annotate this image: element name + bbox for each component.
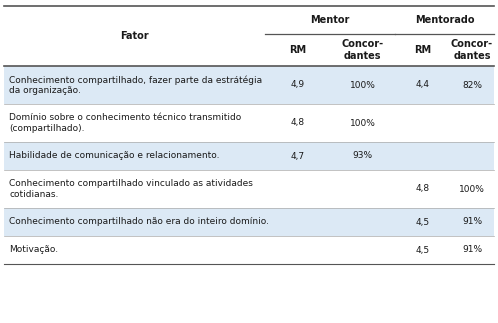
Text: Conhecimento compartilhado vinculado as atividades
cotidianas.: Conhecimento compartilhado vinculado as …	[9, 179, 253, 199]
Text: 82%: 82%	[462, 80, 482, 89]
Text: Mentor: Mentor	[310, 15, 350, 25]
Text: 4,9: 4,9	[290, 80, 305, 89]
Text: Domínio sobre o conhecimento técnico transmitido
(compartilhado).: Domínio sobre o conhecimento técnico tra…	[9, 113, 241, 133]
Text: Concor-
dantes: Concor- dantes	[342, 39, 383, 61]
Bar	[4, 142, 494, 170]
Text: Conhecimento compartilhado, fazer parte da estrátégia
da organização.: Conhecimento compartilhado, fazer parte …	[9, 75, 262, 95]
Text: 100%: 100%	[459, 184, 485, 193]
Text: 100%: 100%	[350, 119, 375, 128]
Text: Mentorado: Mentorado	[415, 15, 474, 25]
Text: Habilidade de comunicação e relacionamento.: Habilidade de comunicação e relacionamen…	[9, 151, 220, 161]
Text: 4,4: 4,4	[415, 80, 429, 89]
Text: 4,8: 4,8	[415, 184, 430, 193]
Text: Motivação.: Motivação.	[9, 245, 58, 255]
Text: 93%: 93%	[353, 151, 373, 161]
Text: 4,7: 4,7	[290, 151, 305, 161]
Text: 4,8: 4,8	[290, 119, 305, 128]
Bar	[4, 66, 494, 104]
Text: RM: RM	[414, 45, 431, 55]
Text: 4,5: 4,5	[415, 217, 430, 226]
Text: 91%: 91%	[462, 245, 482, 255]
Text: Fator: Fator	[120, 31, 149, 41]
Text: Conhecimento compartilhado não era do inteiro domínio.: Conhecimento compartilhado não era do in…	[9, 217, 269, 226]
Text: 4,5: 4,5	[415, 245, 430, 255]
Text: RM: RM	[289, 45, 306, 55]
Text: 100%: 100%	[350, 80, 375, 89]
Text: 91%: 91%	[462, 217, 482, 226]
Text: Concor-
dantes: Concor- dantes	[451, 39, 493, 61]
Bar	[4, 208, 494, 236]
